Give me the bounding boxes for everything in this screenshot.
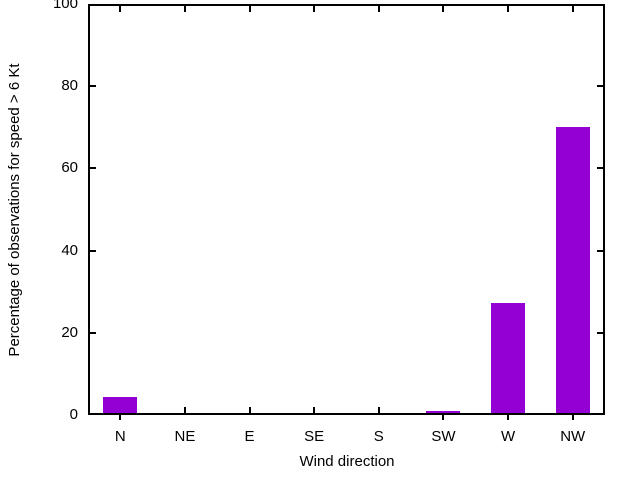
x-tick-mark-bottom (377, 407, 380, 413)
y-tick-mark-left (90, 167, 96, 170)
y-tick-label: 0 (69, 406, 78, 423)
y-tick-mark-left (90, 249, 96, 252)
bar-SW (426, 411, 461, 413)
x-tick-mark-top (248, 6, 251, 12)
x-tick-mark-top (507, 6, 510, 12)
x-axis-title: Wind direction (299, 453, 395, 470)
x-tick-mark-top (377, 6, 380, 12)
x-tick-mark-top (313, 6, 316, 12)
y-tick-mark-left (90, 331, 96, 334)
x-tick-mark-bottom (507, 415, 510, 420)
x-tick-mark-bottom (248, 407, 251, 413)
y-tick-mark-right (597, 167, 603, 170)
y-tick-mark-right (597, 331, 603, 334)
x-tick-mark-top (183, 6, 186, 12)
x-tick-label: NE (174, 428, 196, 445)
y-tick-label: 40 (61, 241, 78, 259)
plot-area (88, 4, 605, 415)
x-tick-label: W (500, 428, 516, 445)
x-tick-mark-bottom (442, 415, 445, 420)
bar-W (491, 303, 526, 413)
x-tick-mark-bottom (313, 407, 316, 413)
y-axis-title: Percentage of observations for speed > 6… (6, 63, 23, 357)
y-tick-label: 100 (52, 0, 78, 12)
y-tick-mark-right (597, 249, 603, 252)
y-tick-label: 20 (61, 323, 78, 341)
x-tick-label: SE (304, 428, 325, 445)
x-tick-mark-bottom (183, 407, 186, 413)
y-tick-label: 60 (61, 159, 78, 177)
x-tick-label: S (373, 428, 384, 445)
x-tick-mark-bottom (119, 415, 122, 420)
y-tick-label: 80 (61, 77, 78, 95)
x-tick-label: E (244, 428, 255, 445)
x-tick-mark-top (571, 6, 574, 12)
y-tick-mark-right (597, 85, 603, 88)
bar-N (103, 397, 138, 413)
x-tick-label: SW (431, 428, 456, 445)
x-tick-label: NW (560, 428, 586, 445)
x-tick-mark-top (442, 6, 445, 12)
x-tick-mark-top (119, 6, 122, 12)
x-tick-mark-bottom (571, 415, 574, 420)
x-tick-label: N (114, 428, 126, 445)
bar-NW (555, 127, 590, 413)
y-tick-mark-left (90, 85, 96, 88)
